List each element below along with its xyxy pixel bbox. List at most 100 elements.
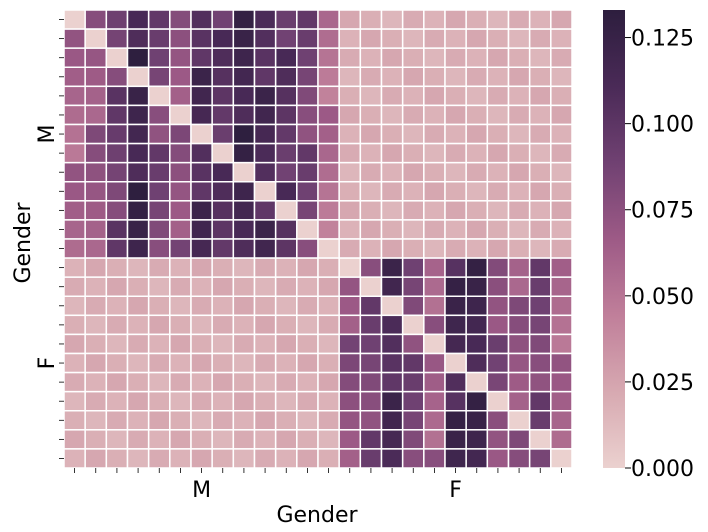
heatmap-cell — [84, 314, 108, 336]
heatmap-cell — [253, 123, 277, 145]
heatmap-cell — [550, 295, 573, 317]
heatmap-cell — [486, 371, 510, 393]
heatmap-cell — [105, 352, 129, 374]
heatmap-cell — [253, 448, 277, 469]
heatmap-cell — [63, 219, 86, 240]
heatmap-cell — [63, 161, 86, 183]
heatmap-cell — [232, 333, 256, 355]
heatmap-cell — [380, 142, 404, 164]
heatmap-cell — [486, 333, 510, 355]
heatmap-cell — [359, 219, 383, 240]
heatmap-cell — [232, 448, 256, 469]
heatmap-cell — [401, 390, 425, 412]
heatmap-cell — [465, 142, 489, 164]
heatmap-cell — [380, 371, 404, 393]
heatmap-cell — [63, 429, 86, 450]
heatmap-cell — [550, 200, 573, 221]
heatmap-cell — [126, 333, 150, 355]
heatmap-cell — [105, 28, 129, 49]
heatmap-cell — [423, 410, 446, 431]
heatmap-cell — [253, 410, 277, 431]
heatmap-cell — [380, 47, 404, 69]
heatmap-cell — [486, 104, 510, 126]
heatmap-cell — [528, 371, 552, 393]
heatmap-cell — [528, 352, 552, 374]
heatmap-cell — [253, 333, 277, 355]
heatmap-cell — [486, 47, 510, 69]
heatmap-cell — [211, 371, 235, 393]
heatmap-cell — [380, 66, 404, 88]
colorbar-tick-label: 0.075 — [631, 199, 694, 224]
heatmap-cell — [63, 200, 86, 221]
x-tick-label-f: F — [449, 478, 462, 503]
heatmap-cell — [84, 123, 108, 145]
heatmap-cell — [296, 352, 319, 374]
heatmap-cell — [444, 85, 467, 107]
heatmap-cell — [84, 28, 108, 49]
heatmap-cell — [147, 371, 171, 393]
heatmap-cell — [232, 161, 256, 183]
heatmap-cell — [63, 9, 86, 30]
heatmap-cell — [211, 219, 235, 240]
heatmap-cell — [63, 142, 86, 164]
heatmap-cell — [423, 352, 446, 374]
heatmap-cell — [317, 352, 340, 374]
heatmap-cell — [274, 371, 298, 393]
heatmap-cell — [338, 9, 362, 30]
heatmap-cell — [232, 104, 256, 126]
heatmap-cell — [423, 276, 446, 297]
heatmap-cell — [190, 85, 213, 107]
heatmap-cell — [359, 352, 383, 374]
heatmap-cell — [465, 352, 489, 374]
heatmap-cell — [507, 142, 531, 164]
heatmap-cell — [126, 47, 150, 69]
heatmap-cell — [253, 28, 277, 49]
heatmap-cell — [126, 66, 150, 88]
heatmap-cell — [211, 28, 235, 49]
heatmap-cell — [444, 295, 467, 317]
heatmap-cell — [296, 47, 319, 69]
heatmap-cell — [169, 181, 192, 202]
heatmap-cell — [465, 429, 489, 450]
colorbar-tick-label: 0.000 — [631, 457, 694, 482]
heatmap-cell — [317, 314, 340, 336]
heatmap-cell — [169, 238, 192, 259]
heatmap-cell — [190, 257, 213, 278]
heatmap-cell — [190, 47, 213, 69]
heatmap-cell — [126, 104, 150, 126]
heatmap-cell — [550, 104, 573, 126]
heatmap-cell — [338, 200, 362, 221]
heatmap-cell — [211, 390, 235, 412]
heatmap-cell — [126, 28, 150, 49]
heatmap-cell — [211, 429, 235, 450]
heatmap-cell — [317, 257, 340, 278]
heatmap-cell — [126, 257, 150, 278]
heatmap-cell — [211, 448, 235, 469]
heatmap-cell — [507, 161, 531, 183]
heatmap-cell — [232, 142, 256, 164]
heatmap-cell — [190, 123, 213, 145]
heatmap-cell — [380, 257, 404, 278]
heatmap-cell — [274, 333, 298, 355]
heatmap-cell — [528, 9, 552, 30]
heatmap-cell — [444, 104, 467, 126]
heatmap-cell — [84, 85, 108, 107]
heatmap-cell — [423, 371, 446, 393]
heatmap-cell — [380, 390, 404, 412]
heatmap-cell — [528, 295, 552, 317]
heatmap-cell — [359, 104, 383, 126]
heatmap-cell — [274, 257, 298, 278]
heatmap-cell — [296, 390, 319, 412]
y-axis-ticks — [59, 19, 64, 459]
heatmap-cell — [274, 200, 298, 221]
heatmap-cell — [253, 9, 277, 30]
heatmap-cell — [147, 352, 171, 374]
heatmap-cell — [465, 276, 489, 297]
heatmap-cell — [296, 295, 319, 317]
heatmap-cell — [507, 352, 531, 374]
heatmap-cell — [274, 47, 298, 69]
heatmap-cell — [380, 123, 404, 145]
heatmap-cell — [423, 123, 446, 145]
heatmap-cell — [338, 66, 362, 88]
